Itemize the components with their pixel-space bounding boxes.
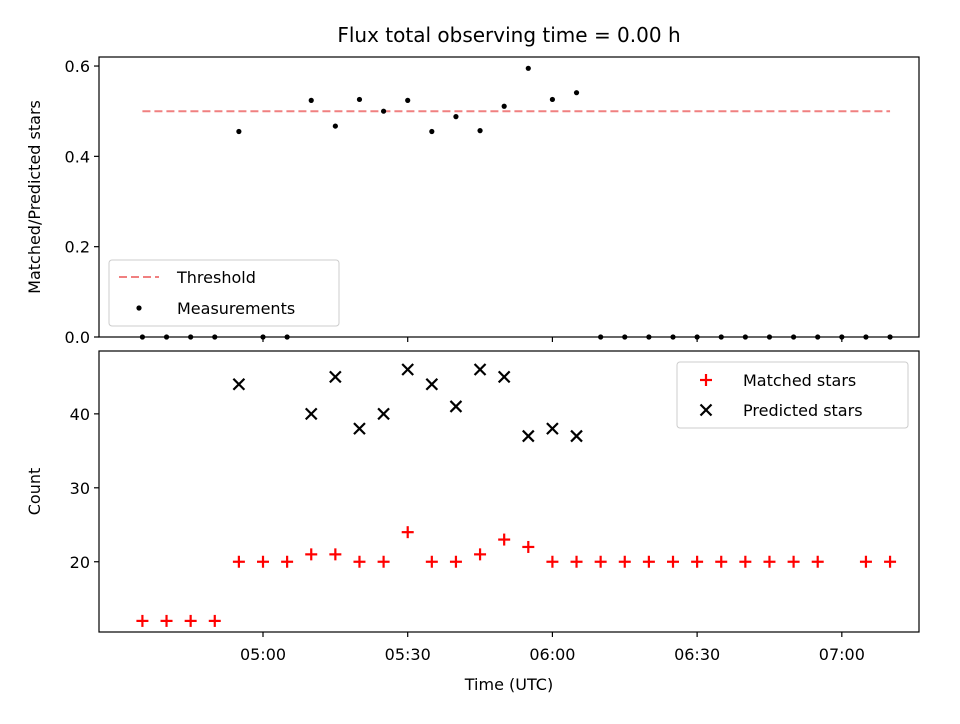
matched-stars-point	[570, 555, 583, 568]
measurement-point	[236, 128, 242, 135]
matched-stars-point	[329, 548, 342, 561]
legend-measurements-label: Measurements	[177, 299, 295, 318]
ratio-y-axis-label: Matched/Predicted stars	[25, 100, 44, 294]
measurement-point	[501, 103, 507, 109]
matched-stars-point	[618, 555, 631, 568]
measurement-point	[356, 96, 363, 103]
matched-stars-point	[160, 614, 173, 627]
ratio-plot-area	[139, 65, 893, 340]
ratio-y-axis: 0.0 0.2 0.4 0.6	[65, 57, 99, 347]
legend-matched-label: Matched stars	[743, 371, 856, 390]
matched-stars-point	[691, 555, 704, 568]
predicted-stars-point	[401, 363, 414, 376]
measurement-point	[405, 97, 411, 103]
matched-stars-point	[787, 555, 800, 568]
legend-x-glyph	[699, 403, 713, 417]
legend-predicted-label: Predicted stars	[743, 401, 863, 420]
matched-stars-point	[184, 614, 197, 627]
predicted-stars-point	[304, 407, 318, 421]
count-y-axis: 20 30 40	[70, 405, 99, 572]
measurement-point	[525, 65, 531, 71]
predicted-stars-point	[570, 429, 583, 443]
x-tick-label: 06:00	[529, 645, 575, 664]
matched-stars-point	[884, 555, 897, 568]
matched-stars-point	[232, 555, 245, 568]
matched-stars-point	[715, 555, 728, 568]
matched-stars-point	[353, 555, 366, 568]
count-legend-box	[676, 361, 909, 429]
predicted-stars-point	[497, 370, 511, 384]
matched-stars-point	[136, 614, 149, 627]
ratio-x-axis-ticks	[262, 337, 843, 342]
predicted-stars-point	[377, 407, 390, 421]
ratio-legend: Threshold Measurements	[108, 259, 340, 327]
predicted-stars-point	[425, 377, 439, 391]
measurement-point	[380, 108, 387, 114]
measurement-point	[573, 90, 580, 96]
matched-stars-point	[546, 555, 559, 568]
predicted-stars-point	[522, 429, 535, 443]
matched-stars-point	[642, 555, 655, 568]
ratio-panel: 0.0 0.2 0.4 0.6 Matched/Predicted stars Thr…	[25, 56, 920, 347]
count-y-axis-label: Count	[25, 468, 44, 516]
y-tick-label: 0.6	[65, 57, 90, 76]
measurement-point	[332, 123, 338, 129]
matched-stars-point	[763, 555, 776, 568]
measurement-point	[549, 96, 556, 103]
predicted-stars-point	[353, 422, 366, 435]
predicted-stars-point	[546, 422, 559, 435]
legend-matched-swatch	[700, 374, 712, 386]
legend-plus-glyph	[700, 374, 712, 386]
ratio-plot-frame	[98, 56, 920, 338]
y-tick-label: 0.2	[65, 238, 90, 257]
y-tick-label: 30	[70, 479, 90, 498]
x-tick-label: 05:00	[240, 645, 286, 664]
matched-stars-point	[257, 555, 269, 568]
matched-stars-point	[208, 614, 221, 627]
legend-measurements-swatch	[136, 305, 142, 311]
matched-stars-point	[305, 548, 318, 561]
legend-threshold-label: Threshold	[176, 268, 256, 287]
x-tick-label: 07:00	[819, 645, 865, 664]
y-tick-label: 40	[70, 405, 90, 424]
matched-stars-point	[425, 555, 438, 568]
matched-stars-point	[377, 555, 390, 568]
matched-stars-point	[522, 540, 535, 553]
predicted-stars-point	[232, 377, 246, 391]
measurement-point	[453, 114, 459, 120]
legend-predicted-swatch	[699, 403, 713, 417]
y-tick-label: 0.0	[65, 328, 90, 347]
matched-stars-point	[739, 555, 752, 568]
x-tick-label: 05:30	[385, 645, 431, 664]
predicted-stars-point	[473, 363, 487, 376]
matched-stars-point	[859, 555, 872, 568]
y-tick-label: 0.4	[65, 147, 90, 166]
matched-stars-point	[449, 555, 462, 568]
matched-stars-point	[281, 555, 294, 568]
matched-stars-point	[498, 533, 511, 546]
ratio-legend-box	[108, 259, 340, 327]
y-tick-label: 20	[70, 553, 90, 572]
measurement-point	[429, 128, 435, 135]
matched-stars-point	[474, 548, 487, 561]
measurement-point	[308, 97, 314, 103]
measurement-point	[477, 128, 483, 134]
matched-stars-point	[667, 555, 679, 568]
predicted-stars-point	[329, 370, 342, 384]
x-axis-label: Time (UTC)	[464, 675, 553, 694]
count-plot-area	[136, 363, 897, 627]
predicted-stars-point	[449, 400, 463, 413]
matched-stars-point	[401, 526, 414, 539]
matched-stars-point	[594, 555, 607, 568]
x-tick-label: 06:30	[674, 645, 720, 664]
matched-stars-point	[811, 555, 824, 568]
chart-title: Flux total observing time = 0.00 h	[337, 23, 680, 47]
count-plot-frame	[98, 350, 920, 633]
count-legend: Matched stars Predicted stars	[676, 361, 909, 429]
